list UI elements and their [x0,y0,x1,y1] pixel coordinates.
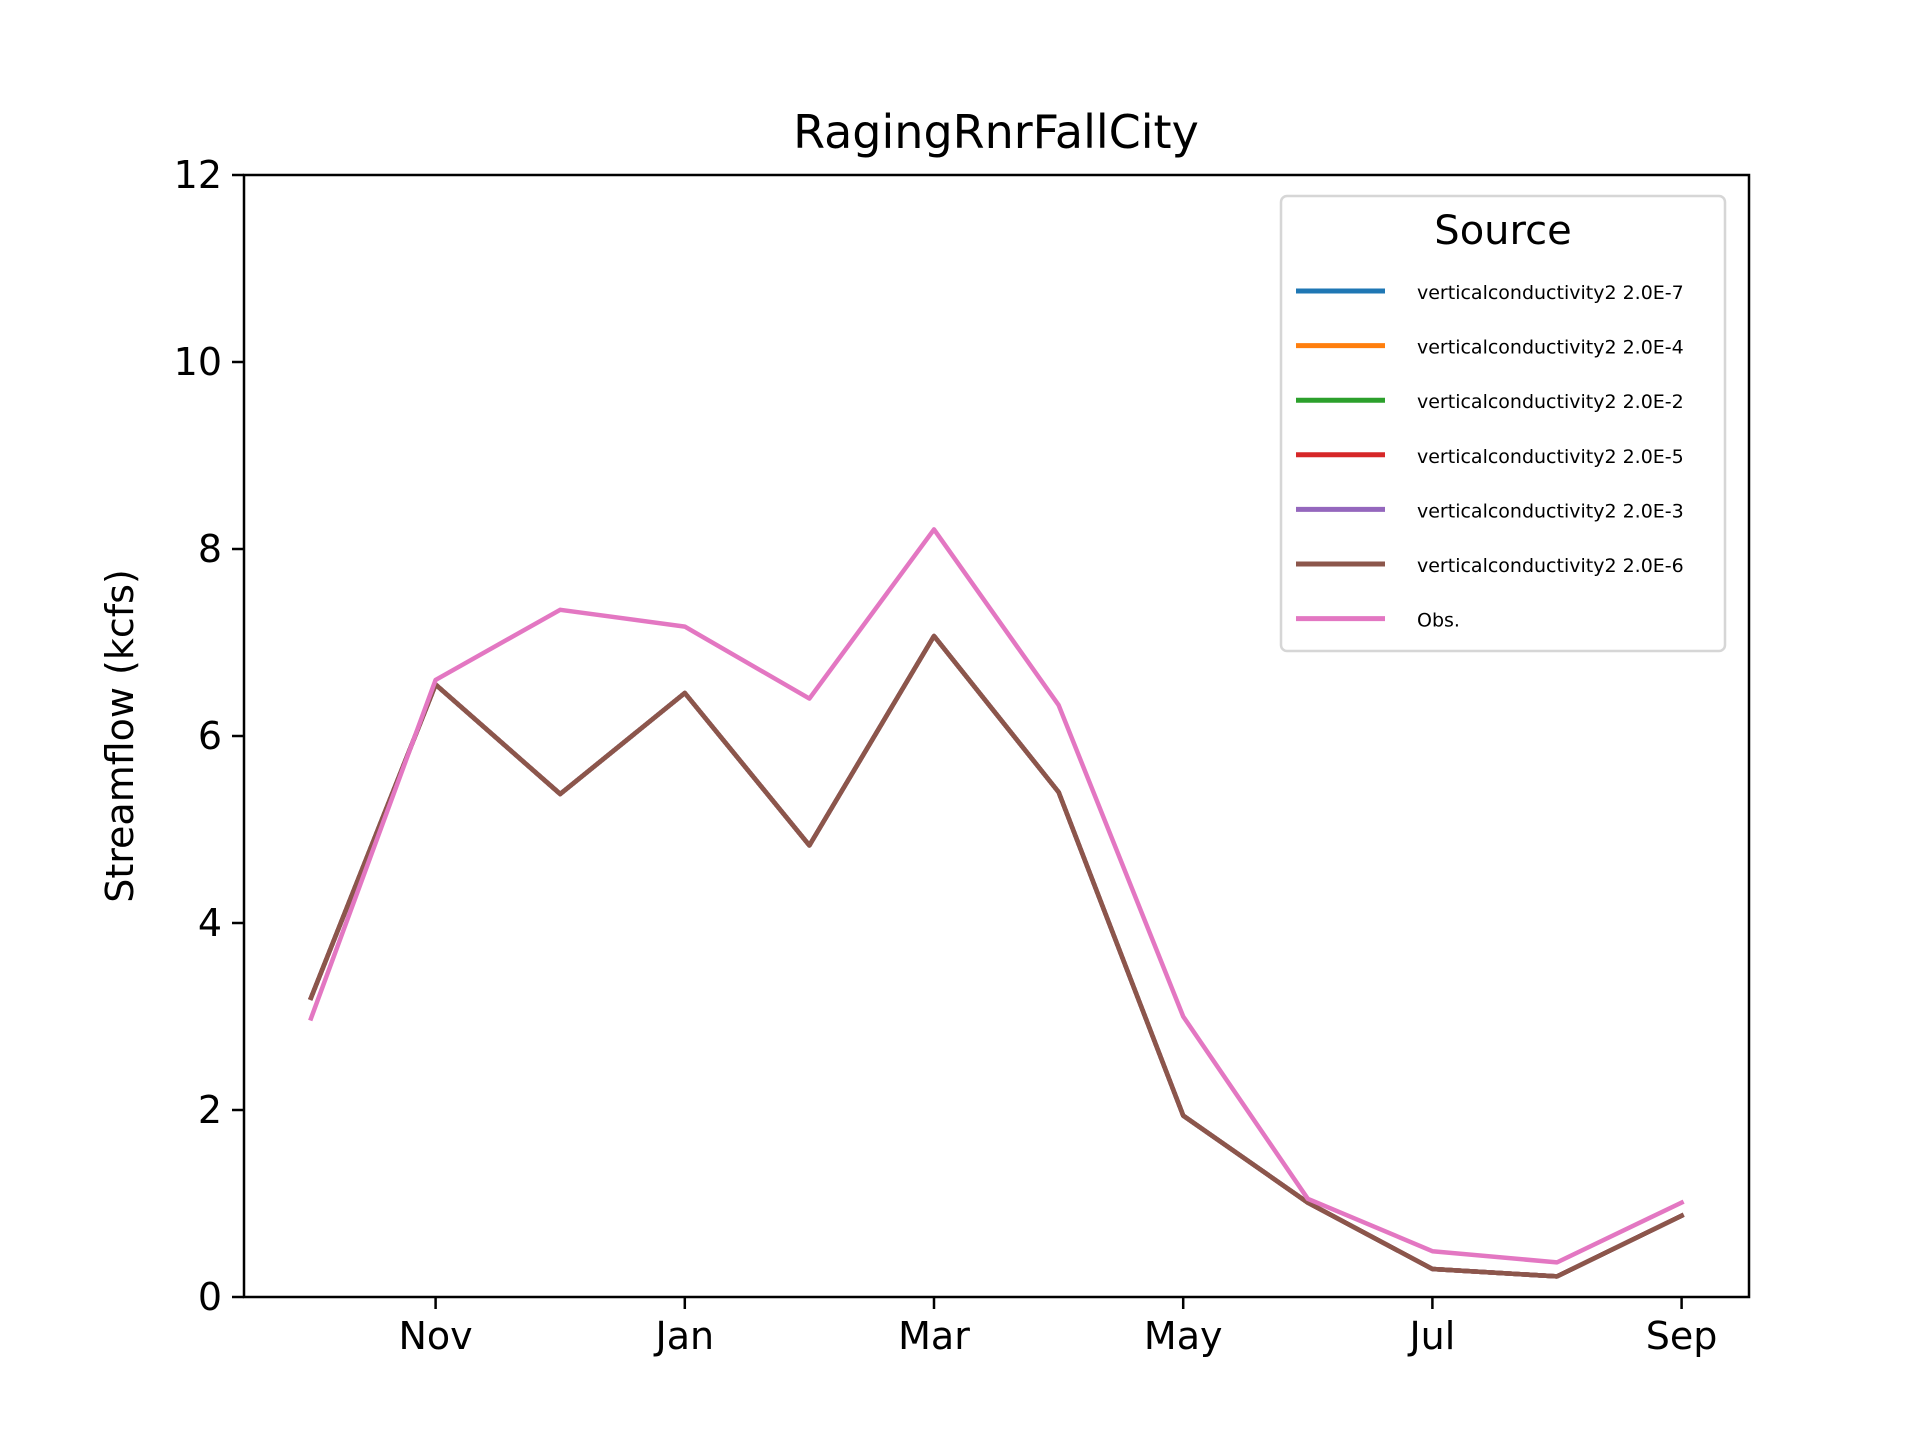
x-tick-label: Nov [399,1314,473,1358]
y-tick-label: 2 [198,1088,222,1132]
legend-label: verticalconductivity2 2.0E-5 [1417,446,1684,468]
y-tick-label: 12 [174,153,222,197]
legend: Source verticalconductivity2 2.0E-7verti… [1279,194,1727,653]
legend-box [1279,194,1727,653]
x-tick-label: Jul [1407,1314,1455,1358]
series-line-6 [308,527,1685,1265]
series-line-5 [308,633,1685,1279]
legend-label: verticalconductivity2 2.0E-3 [1417,500,1684,522]
legend-items: verticalconductivity2 2.0E-7 verticalcond… [1296,282,1684,632]
y-tick-label: 10 [174,340,222,384]
y-tick-label: 8 [198,527,222,571]
plot-lines [308,527,1685,1279]
legend-label: verticalconductivity2 2.0E-2 [1417,391,1684,413]
x-tick-label: May [1144,1314,1223,1358]
x-axis: Nov Jan Mar May Jul Sep [399,1297,1718,1358]
legend-title: Source [1434,208,1571,254]
x-tick-label: Jan [654,1314,715,1358]
y-tick-label: 0 [198,1275,222,1319]
chart-title: RagingRnrFallCity [793,105,1199,159]
y-tick-label: 6 [198,714,222,758]
x-tick-label: Sep [1646,1314,1718,1358]
y-axis-label: Streamflow (kcfs) [98,569,142,903]
x-tick-label: Mar [898,1314,970,1358]
legend-label: verticalconductivity2 2.0E-7 [1417,282,1684,304]
legend-label: verticalconductivity2 2.0E-6 [1417,555,1684,577]
y-axis: 0 2 4 6 8 10 12 [174,153,244,1319]
legend-label: Obs. [1417,610,1460,632]
y-tick-label: 4 [198,901,222,945]
legend-label: verticalconductivity2 2.0E-4 [1417,337,1684,359]
